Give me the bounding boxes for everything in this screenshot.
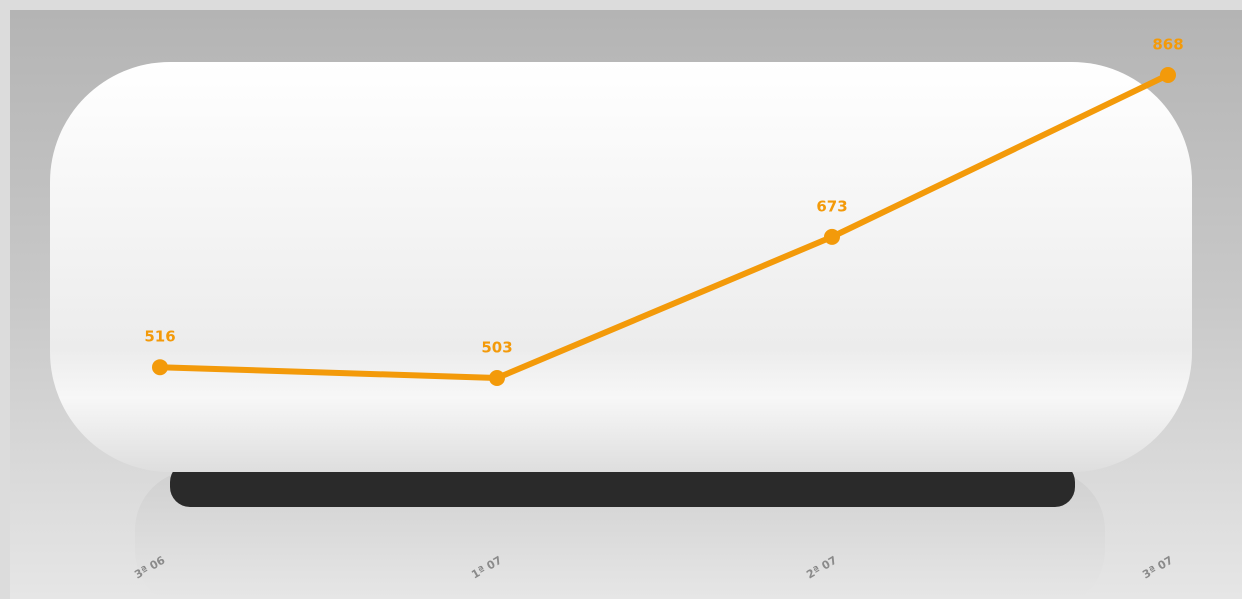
value-label: 516 (144, 328, 175, 346)
value-label: 868 (1152, 36, 1183, 54)
cushion (50, 62, 1192, 472)
point (1160, 67, 1176, 83)
point (489, 370, 505, 386)
value-label: 673 (816, 197, 847, 215)
shadow (170, 462, 1075, 507)
value-label: 503 (481, 339, 512, 357)
point (152, 359, 168, 376)
point (824, 228, 840, 245)
line (159, 72, 1170, 381)
